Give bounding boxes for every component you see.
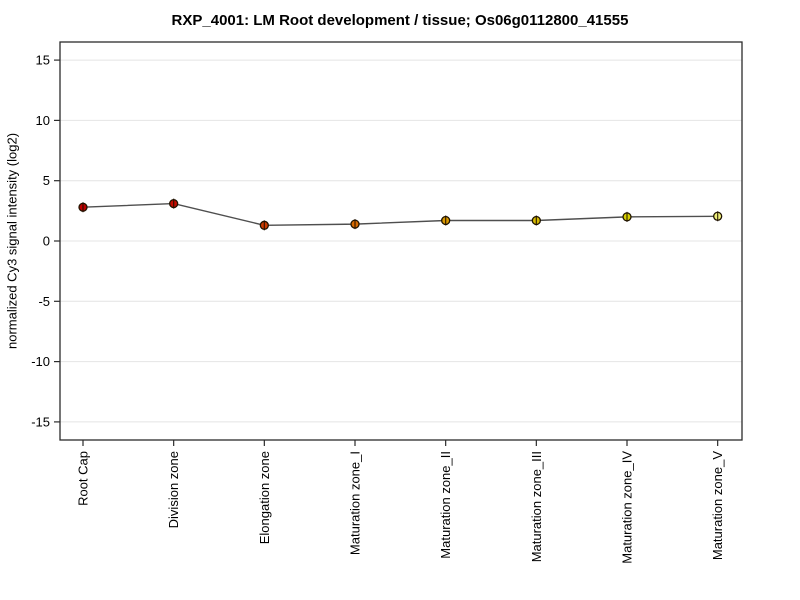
plot-border bbox=[59, 41, 743, 441]
y-tick-label: -5 bbox=[38, 294, 50, 309]
y-tick-label: 5 bbox=[43, 173, 50, 188]
x-category-label: Maturation zone_II bbox=[438, 451, 453, 559]
x-category-label: Maturation zone_I bbox=[348, 451, 363, 555]
plot-elements: 15 10 5 0 -5 -10 -15 Root Cap Division zone Elong… bbox=[31, 41, 743, 564]
y-tick-label: -15 bbox=[31, 414, 50, 429]
series-line bbox=[82, 202, 718, 227]
y-tick-label: 15 bbox=[36, 53, 50, 68]
y-tick-label: -10 bbox=[31, 354, 50, 369]
y-tick-label: 10 bbox=[36, 113, 50, 128]
chart-title: RXP_4001: LM Root development / tissue; … bbox=[172, 12, 629, 29]
x-category-label: Division zone bbox=[166, 451, 181, 528]
x-category-label: Maturation zone_V bbox=[710, 451, 725, 560]
x-category-label: Maturation zone_III bbox=[529, 451, 544, 562]
x-category-label: Root Cap bbox=[76, 451, 91, 506]
y-axis-label: normalized Cy3 signal intensity (log2) bbox=[5, 133, 20, 349]
x-category-label: Elongation zone bbox=[257, 451, 272, 544]
x-category-label: Maturation zone_IV bbox=[620, 451, 635, 564]
y-tick-label: 0 bbox=[43, 234, 50, 249]
